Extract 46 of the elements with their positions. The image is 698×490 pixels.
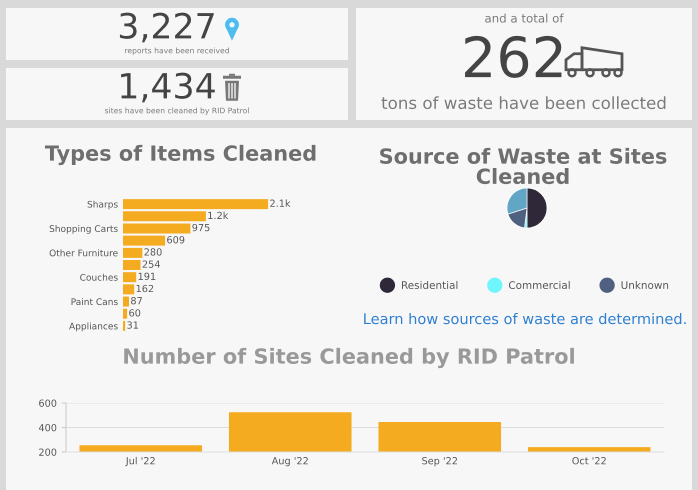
y-tick-label: Other Furniture (50, 249, 118, 256)
data-label: 609 (167, 236, 184, 244)
text: and a total of (485, 13, 564, 23)
x-tick-label: Aug '22 (272, 457, 308, 466)
chart-title: Number of Sites Cleaned by RID Patrol (124, 348, 574, 368)
bar (123, 236, 166, 246)
legend-label: Unknown (622, 280, 668, 290)
x-tick-label: Jul '22 (125, 456, 155, 466)
y-tick-label: Appliances (69, 322, 118, 332)
text: 1,434 (121, 72, 215, 102)
x-tick-label: Oct '22 (572, 457, 606, 464)
text: Learn how sources of waste are determined. (364, 312, 686, 324)
y-tick-label: 200 (39, 448, 56, 456)
chart-title: Source of Waste at Sites Cleaned (380, 148, 666, 184)
bar (123, 211, 206, 222)
text: tons of waste have been collected (382, 96, 666, 110)
text: 262 (465, 36, 562, 78)
bar (123, 296, 130, 307)
bar (123, 223, 190, 234)
data-label: 87 (131, 297, 142, 304)
bar (123, 284, 134, 294)
data-label: 280 (144, 248, 162, 256)
y-tick-label: Sharps (88, 200, 118, 210)
bar (123, 248, 142, 258)
x-tick-label: Sep '22 (422, 457, 458, 466)
data-label: 162 (136, 284, 154, 292)
chart-title: Types of Items Cleaned (44, 144, 316, 166)
data-label: 60 (129, 309, 140, 317)
bar (123, 272, 136, 282)
data-label: 191 (138, 272, 156, 280)
data-label: 1.2k (208, 212, 228, 219)
legend-label: Commercial (508, 280, 570, 290)
legend-label: Residential (402, 280, 458, 290)
data-label: 975 (192, 224, 210, 232)
y-tick-label: Paint Cans (72, 298, 118, 306)
bar (123, 308, 128, 319)
text: 3,227 (120, 12, 214, 42)
bar (123, 260, 141, 270)
data-label: 254 (142, 260, 160, 268)
y-tick-label: Couches (80, 274, 118, 281)
y-tick-label: Shopping Carts (50, 225, 118, 234)
bar (123, 199, 268, 210)
y-tick-label: 400 (38, 424, 56, 432)
data-label: 31 (127, 321, 138, 329)
y-tick-label: 600 (39, 399, 56, 407)
data-label: 2.1k (270, 199, 291, 207)
